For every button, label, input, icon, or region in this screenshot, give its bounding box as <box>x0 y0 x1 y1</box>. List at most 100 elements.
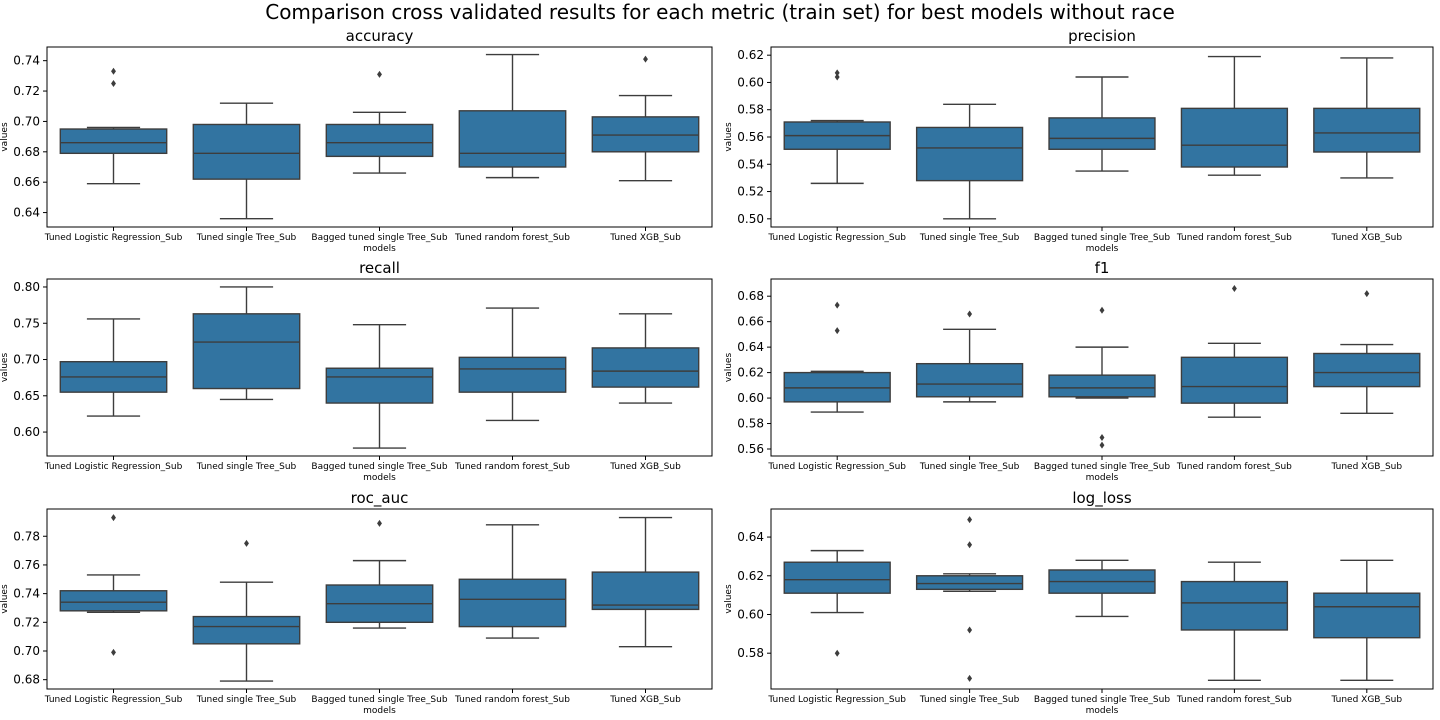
y-tick-label: 0.78 <box>13 529 40 543</box>
iqr-box <box>783 561 891 594</box>
iqr-box <box>59 128 168 155</box>
iqr-box <box>1048 117 1156 150</box>
subplot-accuracy: accuracy 0.64 0.66 0.68 0.70 0.72 0.74 values mo… <box>0 27 713 254</box>
x-tick-label: Tuned Logistic Regression_Sub <box>767 233 906 243</box>
outlier-point <box>1364 290 1370 298</box>
y-tick-label: 0.80 <box>13 280 40 294</box>
subplot-recall: recall 0.60 0.65 0.70 0.75 0.80 values models Tu… <box>0 259 713 483</box>
iqr-box <box>1313 592 1421 639</box>
subplot-f1: f1 0.56 0.58 0.60 0.62 0.64 0.66 0.68 values mode… <box>724 259 1434 483</box>
y-tick-label: 0.64 <box>737 530 764 544</box>
outlier-point <box>834 327 840 335</box>
y-tick-label: 0.50 <box>737 212 764 226</box>
x-tick-label: Bagged tuned single Tree_Sub <box>1034 462 1170 472</box>
iqr-box <box>915 126 1024 182</box>
x-tick-label: Tuned single Tree_Sub <box>919 695 1020 705</box>
box-0 <box>59 318 168 417</box>
y-tick-label: 0.58 <box>737 646 764 660</box>
outlier-point <box>111 79 116 87</box>
box-1 <box>915 516 1024 682</box>
outlier-point <box>111 648 116 656</box>
y-tick-label: 0.52 <box>737 185 764 199</box>
x-tick-label: Tuned Logistic Regression_Sub <box>44 233 183 243</box>
y-tick-label: 0.72 <box>13 84 40 98</box>
y-tick-label: 0.62 <box>737 366 764 380</box>
box-4 <box>1313 57 1421 179</box>
y-axis-label: values <box>0 353 10 383</box>
outlier-point <box>1099 434 1105 442</box>
x-tick-label: Bagged tuned single Tree_Sub <box>1034 233 1170 243</box>
y-tick-label: 0.72 <box>13 615 40 629</box>
x-tick-label: Tuned random forest_Sub <box>1176 462 1292 472</box>
iqr-box <box>1313 107 1421 153</box>
x-tick-label: Tuned single Tree_Sub <box>196 695 297 705</box>
box-4 <box>591 313 700 404</box>
box-2 <box>1048 306 1156 449</box>
box-2 <box>325 70 434 174</box>
y-tick-label: 0.62 <box>737 569 764 583</box>
iqr-box <box>192 615 301 645</box>
box-4 <box>1313 559 1421 681</box>
y-tick-label: 0.60 <box>737 391 764 405</box>
y-tick-label: 0.56 <box>737 442 764 456</box>
outlier-point <box>967 541 973 549</box>
x-tick-label: Tuned Logistic Regression_Sub <box>767 462 906 472</box>
x-tick-label: Tuned single Tree_Sub <box>919 462 1020 472</box>
x-tick-label: Tuned random forest_Sub <box>1176 695 1292 705</box>
box-4 <box>1313 290 1421 415</box>
x-tick-label: Tuned XGB_Sub <box>609 233 681 243</box>
y-tick-label: 0.58 <box>737 417 764 431</box>
y-tick-label: 0.76 <box>13 558 40 572</box>
y-tick-label: 0.60 <box>737 75 764 89</box>
x-tick-label: Tuned XGB_Sub <box>1331 462 1403 472</box>
subplot-title: log_loss <box>1072 489 1132 508</box>
y-tick-label: 0.62 <box>737 48 764 62</box>
outlier-point <box>643 55 648 63</box>
x-axis-label: models <box>363 244 396 254</box>
y-tick-label: 0.54 <box>737 157 764 171</box>
x-axis-label: models <box>1086 244 1119 254</box>
y-tick-label: 0.70 <box>13 353 40 367</box>
y-axis-label: values <box>724 353 734 383</box>
box-3 <box>1180 561 1289 681</box>
box-3 <box>458 53 567 179</box>
outlier-point <box>834 73 840 81</box>
iqr-box <box>1048 374 1156 398</box>
box-2 <box>1048 559 1156 618</box>
box-1 <box>192 102 301 220</box>
iqr-box <box>1313 352 1421 388</box>
y-tick-label: 0.65 <box>13 389 40 403</box>
box-3 <box>1180 285 1289 418</box>
subplot-title: recall <box>359 259 400 277</box>
x-tick-label: Tuned Logistic Regression_Sub <box>44 462 183 472</box>
box-2 <box>325 519 434 629</box>
subplot-title: precision <box>1068 27 1136 45</box>
x-tick-label: Bagged tuned single Tree_Sub <box>311 233 447 243</box>
iqr-box <box>458 356 567 393</box>
subplot-title: accuracy <box>346 27 414 45</box>
outlier-point <box>967 674 973 682</box>
x-axis-label: models <box>363 706 396 716</box>
box-0 <box>783 301 891 413</box>
x-tick-label: Tuned Logistic Regression_Sub <box>767 695 906 705</box>
subplot-roc_auc: roc_auc 0.68 0.70 0.72 0.74 0.76 0.78 values mod… <box>0 489 713 716</box>
box-0 <box>783 69 891 185</box>
box-3 <box>458 307 567 422</box>
iqr-box <box>192 123 301 180</box>
y-tick-label: 0.75 <box>13 316 40 330</box>
iqr-box <box>1180 107 1289 168</box>
x-tick-label: Tuned random forest_Sub <box>1176 233 1292 243</box>
iqr-box <box>458 110 567 168</box>
x-tick-label: Tuned random forest_Sub <box>454 233 570 243</box>
y-axis-label: values <box>0 584 10 614</box>
subplot-log_loss: log_loss 0.58 0.60 0.62 0.64 values models Tune… <box>724 489 1434 716</box>
x-tick-label: Bagged tuned single Tree_Sub <box>311 462 447 472</box>
y-axis-label: values <box>0 122 10 152</box>
y-tick-label: 0.70 <box>13 114 40 128</box>
box-1 <box>915 103 1024 220</box>
iqr-box <box>915 575 1024 591</box>
iqr-box <box>591 571 700 611</box>
figure-title: Comparison cross validated results for e… <box>265 0 1175 24</box>
box-3 <box>1180 55 1289 176</box>
y-axis-label: values <box>724 584 734 614</box>
